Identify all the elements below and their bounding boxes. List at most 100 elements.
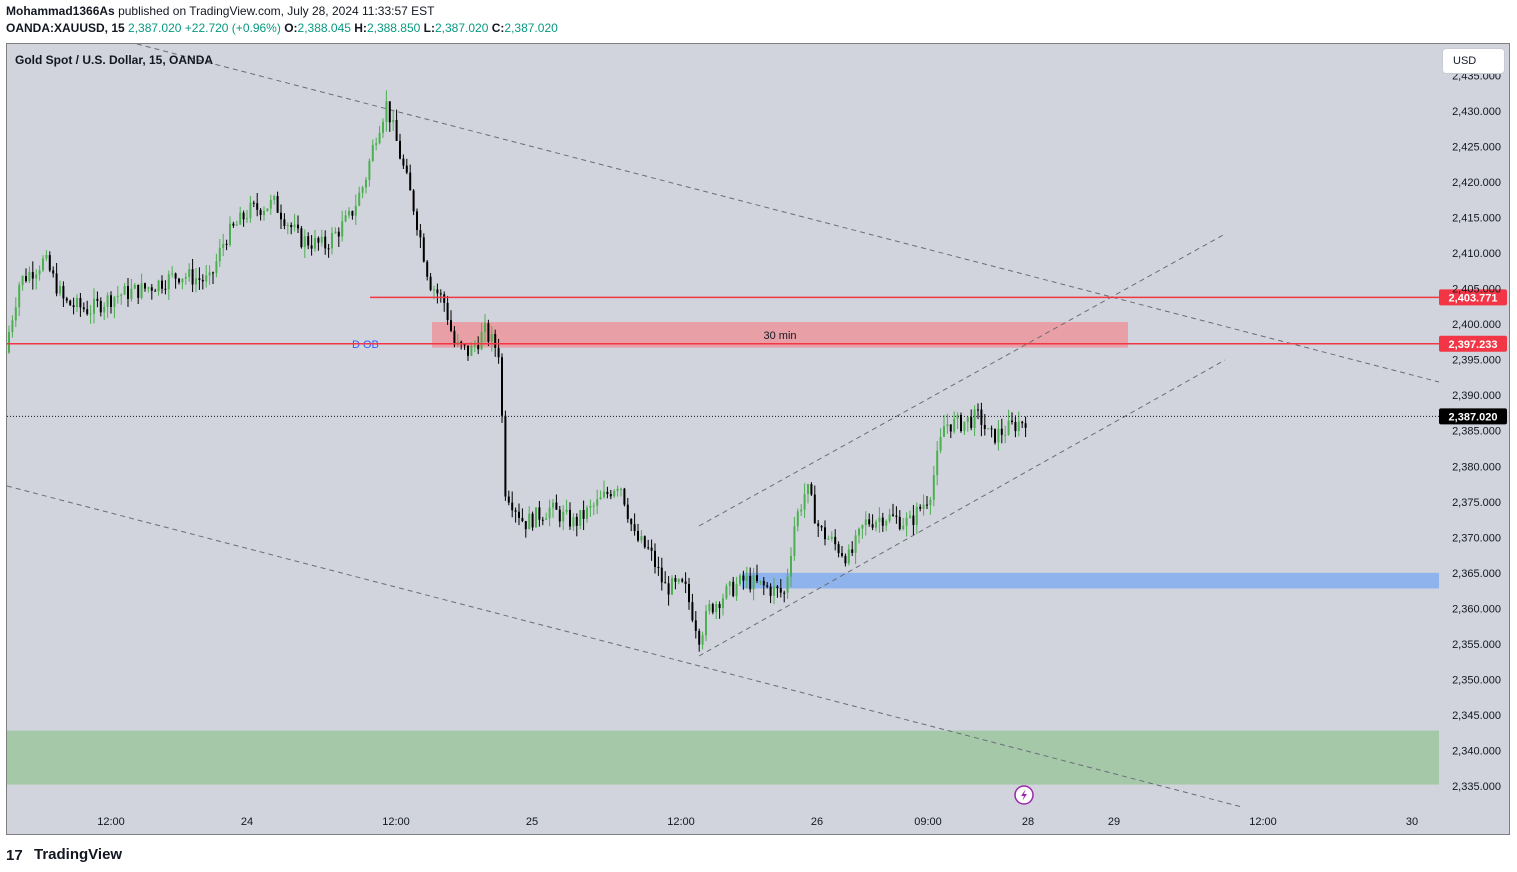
candle-down <box>824 527 826 540</box>
candle-up <box>184 277 187 279</box>
candle-down <box>191 269 194 285</box>
candle-up <box>943 426 945 437</box>
candle-down <box>633 524 636 532</box>
candle-up <box>365 179 367 188</box>
candle-up <box>334 231 337 234</box>
candle-up <box>953 418 956 432</box>
candle-up <box>133 284 136 289</box>
candle-down <box>531 513 534 528</box>
ascending-channel-lower-line[interactable] <box>698 359 1226 657</box>
candle-up <box>939 436 942 451</box>
candle-down <box>412 190 415 212</box>
candle-down <box>511 502 514 511</box>
descending-channel-upper-line[interactable] <box>136 44 1440 383</box>
flash-icon[interactable] <box>1014 785 1034 805</box>
candle-up <box>273 196 276 200</box>
price-tick-label: 2,405.000 <box>1452 284 1501 296</box>
candle-down <box>99 300 102 313</box>
candle-up <box>266 208 269 211</box>
candle-down <box>467 345 469 356</box>
price-axis[interactable]: 2,435.0002,430.0002,425.0002,420.0002,41… <box>1452 70 1501 793</box>
candle-down <box>912 515 915 526</box>
candle-down <box>405 165 408 173</box>
level-price-text: 2,397.233 <box>1449 339 1498 351</box>
time-tick-label: 24 <box>241 816 253 828</box>
candle-up <box>946 424 949 427</box>
close-value: 2,387.020 <box>504 21 558 35</box>
candle-up <box>830 536 833 539</box>
zone-label: 30 min <box>763 330 796 342</box>
candle-up <box>932 475 935 500</box>
candle-up <box>263 210 265 216</box>
candle-up <box>21 276 24 286</box>
support-zone-rect[interactable] <box>742 572 1439 589</box>
candle-down <box>810 484 813 495</box>
candle-up <box>589 505 592 508</box>
levels-layer: 2,403.771 2,397.233 2,387.020 <box>7 289 1507 425</box>
candle-down <box>178 278 180 283</box>
candle-up <box>722 598 724 609</box>
candle-down <box>399 140 401 159</box>
time-tick-label: 12:00 <box>382 816 410 828</box>
candle-down <box>439 293 442 295</box>
candle-down <box>86 309 89 315</box>
candle-down <box>990 428 993 430</box>
candle-down <box>310 245 313 249</box>
candle-down <box>1014 422 1017 432</box>
candle-down <box>688 583 690 603</box>
candle-up <box>745 575 748 581</box>
candle-down <box>497 347 500 358</box>
candle-up <box>42 258 44 271</box>
candle-up <box>616 488 619 491</box>
candle-up <box>89 313 92 315</box>
candle-down <box>514 510 517 512</box>
candle-down <box>660 567 663 583</box>
candle-down <box>351 211 354 216</box>
candle-up <box>596 499 599 506</box>
demand-zone-rect[interactable] <box>7 730 1439 785</box>
chart-svg[interactable]: 30 min D OB 2,403.771 2,397.233 2,387.020 2… <box>7 44 1509 834</box>
published-text: published on TradingView.com, July 28, 2… <box>118 4 435 18</box>
candle-down <box>762 580 765 586</box>
ascending-channel-upper-line[interactable] <box>698 233 1226 527</box>
price-tick-label: 2,415.000 <box>1452 213 1501 225</box>
price-tick-label: 2,380.000 <box>1452 461 1501 473</box>
candle-down <box>541 519 544 521</box>
candle-up <box>603 491 605 498</box>
publish-line: Mohammad1366As published on TradingView.… <box>6 3 558 20</box>
time-tick-label: 25 <box>526 816 538 828</box>
candle-up <box>592 505 595 507</box>
chart-pane[interactable]: 30 min D OB 2,403.771 2,397.233 2,387.020 2… <box>6 43 1510 835</box>
candle-up <box>123 286 126 295</box>
candle-up <box>803 494 806 510</box>
candle-up <box>786 576 789 593</box>
candle-up <box>235 224 238 226</box>
candle-up <box>905 517 908 526</box>
time-axis[interactable]: 12:00 24 12:00 25 12:00 26 09:00 28 29 12:00 30 <box>97 816 1418 828</box>
candle-up <box>773 586 775 596</box>
candle-down <box>664 582 667 584</box>
descending-channel-lower-line[interactable] <box>7 485 1243 808</box>
candle-up <box>973 409 976 428</box>
candle-down <box>637 531 639 541</box>
candle-down <box>606 491 609 495</box>
currency-button[interactable]: USD <box>1442 48 1505 74</box>
price-tick-label: 2,375.000 <box>1452 497 1501 509</box>
candle-down <box>569 509 571 527</box>
candle-up <box>348 211 350 216</box>
candle-down <box>871 524 874 528</box>
candle-up <box>963 421 966 432</box>
author-name[interactable]: Mohammad1366As <box>6 4 115 18</box>
candle-down <box>711 604 714 613</box>
candle-up <box>341 221 344 237</box>
candle-down <box>657 566 660 568</box>
candle-down <box>892 514 894 516</box>
candle-down <box>31 272 34 279</box>
tradingview-logo[interactable]: 17 TradingView <box>6 844 122 864</box>
candle-up <box>715 603 718 613</box>
candle-down <box>69 300 72 306</box>
candle-up <box>249 202 252 219</box>
candle-up <box>735 584 738 596</box>
candle-down <box>317 237 320 243</box>
tradingview-logo-icon: 17 <box>6 847 23 861</box>
